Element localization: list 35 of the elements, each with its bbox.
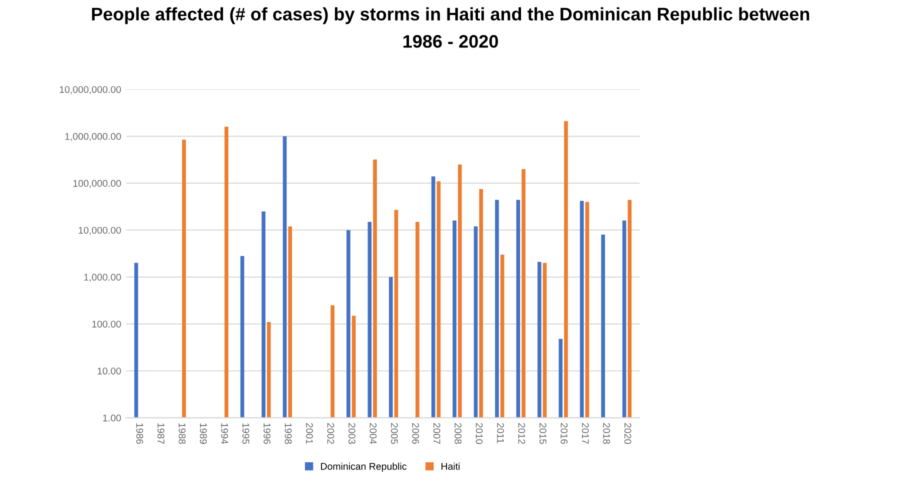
y-tick-label: 10,000.00: [78, 226, 121, 235]
x-tick-label: 2020: [624, 423, 632, 444]
x-tick-label: 2003: [348, 423, 356, 444]
x-tick-label: 2012: [518, 423, 526, 444]
x-tick-label: 2010: [476, 423, 483, 444]
x-tick-label: 1996: [264, 423, 270, 444]
y-tick-label: 1.00: [103, 414, 121, 422]
x-tick-label: 2006: [412, 423, 420, 444]
x-tick-label: 2007: [433, 423, 440, 444]
y-tick-label: 10.00: [98, 368, 121, 374]
y-tick-label: 100,000.00: [73, 180, 121, 188]
x-tick-label: 2011: [497, 423, 504, 444]
x-tick-label: 1989: [200, 423, 207, 444]
x-tick-label: 2005: [390, 423, 398, 444]
x-tick-label: 2018: [603, 423, 610, 444]
x-tick-label: 2015: [539, 423, 546, 444]
x-tick-label: 2017: [582, 423, 589, 444]
y-tick-label: 10,000,000.00: [60, 86, 121, 94]
x-tick-label: 1987: [157, 423, 164, 444]
x-tick-label: 2016: [560, 423, 568, 444]
chart-title: People affected (# of cases) by storms in Haiti and the Dominican Republic between 1986 - 2020: [92, 7, 810, 48]
y-tick-label: 1,000.00: [84, 274, 121, 282]
legend-label: Dominican Republic: [321, 462, 406, 472]
x-tick-label: 2008: [454, 423, 462, 444]
y-tick-label: 100.00: [92, 320, 121, 328]
x-tick-label: 1998: [284, 423, 292, 444]
x-tick-label: 2001: [306, 423, 313, 444]
x-tick-label: 1988: [178, 423, 186, 444]
x-tick-label: 2004: [370, 423, 377, 444]
x-tick-label: 1994: [221, 423, 228, 444]
legend-label: Haiti: [442, 462, 460, 470]
x-tick-label: 2002: [327, 423, 334, 444]
y-tick-label: 1,000,000.00: [65, 133, 121, 142]
x-tick-label: 1995: [242, 423, 250, 444]
x-tick-label: 1986: [136, 423, 144, 444]
